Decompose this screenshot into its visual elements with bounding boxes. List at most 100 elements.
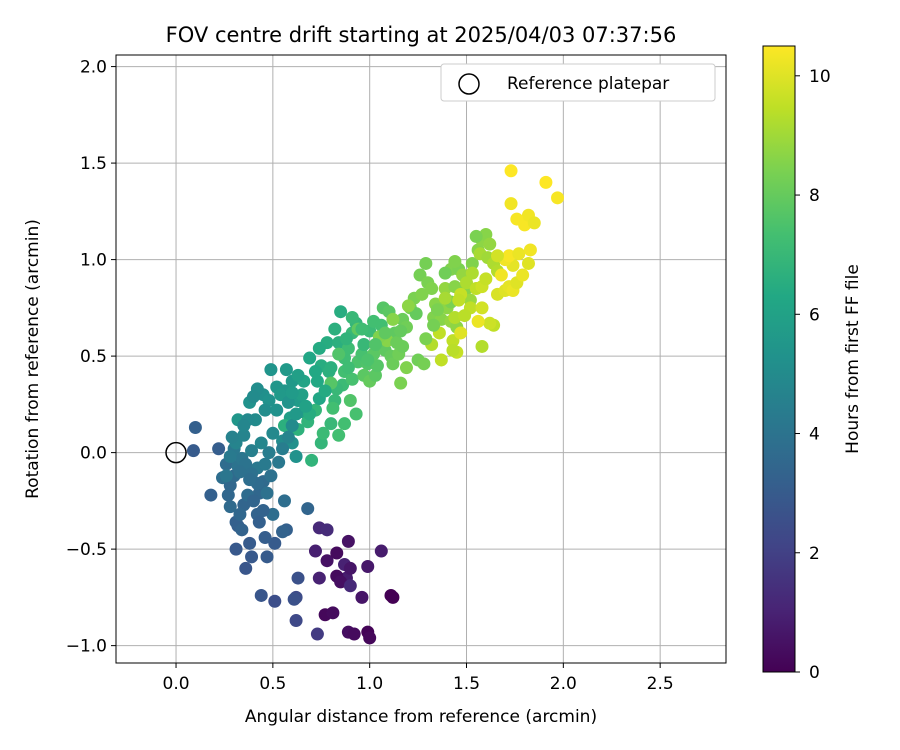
scatter-point	[386, 590, 400, 604]
scatter-point	[328, 322, 342, 336]
scatter-point	[219, 469, 233, 483]
colorbar-tick-label: 6	[809, 305, 820, 325]
scatter-point	[345, 311, 359, 325]
colorbar-label: Hours from first FF file	[843, 264, 863, 454]
scatter-point	[430, 303, 444, 317]
scatter-point	[368, 338, 382, 352]
scatter-point	[332, 347, 346, 361]
scatter-point	[401, 299, 415, 313]
x-tick-label: 1.0	[356, 674, 383, 694]
y-tick-label: 0.0	[80, 444, 107, 464]
scatter-point	[469, 229, 483, 243]
x-axis-ticks: 0.0 0.5 1.0 1.5 2.0 2.5	[163, 663, 674, 694]
scatter-point	[305, 453, 319, 467]
scatter-point	[475, 339, 489, 353]
y-tick-label: 2.0	[80, 58, 107, 78]
scatter-point	[349, 407, 363, 421]
scatter-point	[343, 561, 357, 575]
scatter-point	[223, 500, 237, 514]
scatter-point	[504, 164, 518, 178]
scatter-point	[233, 507, 247, 521]
x-tick-label: 0.0	[163, 674, 190, 694]
scatter-point	[471, 314, 485, 328]
scatter-point	[454, 326, 468, 340]
scatter-point	[458, 309, 472, 323]
scatter-point	[512, 247, 526, 261]
scatter-point	[289, 614, 303, 628]
scatter-point	[479, 272, 493, 286]
chart-title: FOV centre drift starting at 2025/04/03 …	[166, 23, 677, 47]
colorbar: 0 2 4 6 8 10 Hours from first FF file	[762, 45, 863, 683]
x-tick-label: 2.5	[647, 674, 674, 694]
scatter-point	[341, 361, 355, 375]
scatter-point	[303, 351, 317, 365]
scatter-point	[243, 473, 257, 487]
scatter-point	[277, 494, 291, 508]
scatter-point	[374, 544, 388, 558]
scatter-point	[291, 368, 305, 382]
colorbar-tick-label: 10	[809, 67, 831, 87]
scatter-point	[355, 590, 369, 604]
scatter-point	[268, 536, 282, 550]
scatter-point	[204, 488, 218, 502]
scatter-point	[343, 393, 357, 407]
scatter-point	[523, 243, 537, 257]
scatter-point	[239, 561, 253, 575]
scatter-point	[318, 384, 332, 398]
scatter-point	[320, 523, 334, 537]
scatter-point	[394, 324, 408, 338]
scatter-point	[237, 419, 251, 433]
scatter-point	[221, 488, 235, 502]
scatter-point	[386, 312, 400, 326]
scatter-point	[527, 216, 541, 230]
scatter-point	[390, 336, 404, 350]
scatter-point	[279, 363, 293, 377]
scatter-point	[438, 291, 452, 305]
scatter-point	[310, 374, 324, 388]
scatter-point	[334, 305, 348, 319]
scatter-point	[229, 542, 243, 556]
scatter-point	[343, 579, 357, 593]
scatter-point	[254, 588, 268, 602]
scatter-point	[312, 571, 326, 585]
scatter-point	[291, 571, 305, 585]
scatter-point	[310, 627, 324, 641]
scatter-point	[326, 606, 340, 620]
scatter-point	[287, 592, 301, 606]
scatter-point	[295, 388, 309, 402]
colorbar-tick-label: 8	[809, 186, 820, 206]
x-tick-label: 2.0	[550, 674, 577, 694]
scatter-point	[316, 426, 330, 440]
y-axis-ticks: 2.0 1.5 1.0 0.5 0.0 −0.5 −1.0	[66, 58, 116, 657]
x-tick-label: 0.5	[259, 674, 286, 694]
scatter-point	[223, 449, 237, 463]
scatter-point	[258, 457, 272, 471]
scatter-point	[285, 419, 299, 433]
scatter-point	[345, 372, 359, 386]
scatter-point	[339, 332, 353, 346]
scatter-point	[246, 494, 260, 508]
scatter-point	[320, 554, 334, 568]
scatter-point	[399, 361, 413, 375]
scatter-point	[301, 502, 315, 516]
scatter-point	[299, 399, 313, 413]
scatter-point	[465, 266, 479, 280]
legend: Reference platepar	[440, 63, 716, 102]
scatter-point	[452, 293, 466, 307]
scatter-point	[330, 546, 344, 560]
scatter-point	[425, 282, 439, 296]
scatter-point	[368, 368, 382, 382]
scatter-point	[438, 282, 452, 296]
scatter-point	[324, 417, 338, 431]
y-tick-label: 0.5	[80, 347, 107, 367]
scatter-point	[289, 449, 303, 463]
scatter-point	[521, 256, 535, 270]
legend-marker-reference	[458, 73, 480, 95]
scatter-point	[415, 287, 429, 301]
y-tick-label: 1.5	[80, 154, 107, 174]
scatter-point	[378, 326, 392, 340]
scatter-point	[446, 343, 460, 357]
scatter-point	[332, 428, 346, 442]
scatter-point	[324, 361, 338, 375]
scatter-point	[502, 249, 516, 263]
